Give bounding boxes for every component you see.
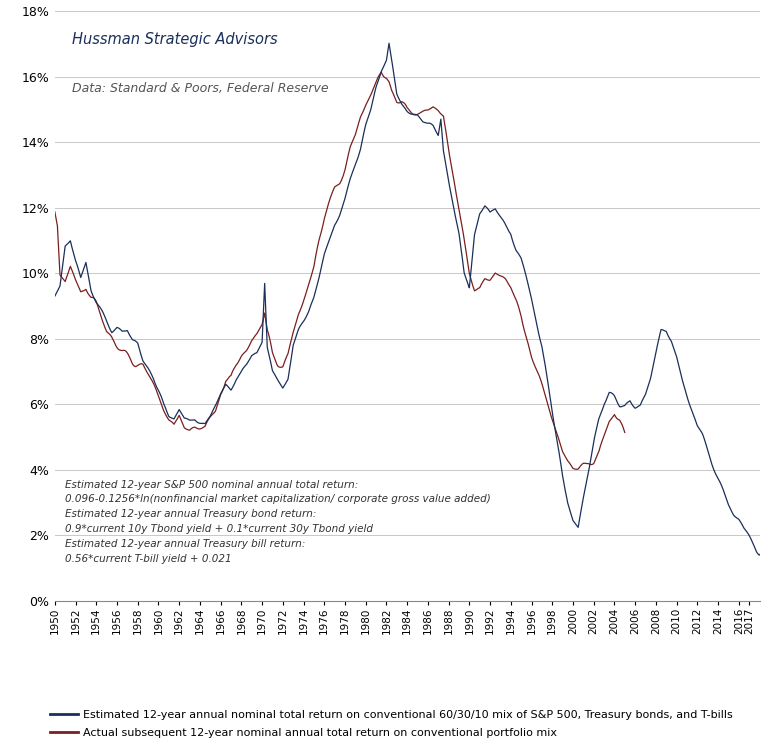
Estimated 12-year annual nominal total return on conventional 60/30/10 mix of S&P 500, Treasury bonds, and T-bills [467,257,477,266]
Text: Data: Standard & Poors, Federal Reserve: Data: Standard & Poors, Federal Reserve [73,82,329,95]
Actual subsequent 12-year nominal annual total return on conventional portfolio mix [325,196,334,205]
Actual subsequent 12-year nominal annual total return on conventional portfolio mix [572,465,581,474]
Text: Estimated 12-year S&P 500 nominal annual total return:
0.096-0.1256*ln(nonfinanc: Estimated 12-year S&P 500 nominal annual… [65,480,491,563]
Estimated 12-year annual nominal total return on conventional 60/30/10 mix of S&P 500, Treasury bonds, and T-bills [756,550,765,559]
Estimated 12-year annual nominal total return on conventional 60/30/10 mix of S&P 500, Treasury bonds, and T-bills [749,542,759,551]
Actual subsequent 12-year nominal annual total return on conventional portfolio mix [531,363,540,372]
Line: Estimated 12-year annual nominal total return on conventional 60/30/10 mix of S&P 500, Treasury bonds, and T-bills: Estimated 12-year annual nominal total r… [55,44,760,555]
Actual subsequent 12-year nominal annual total return on conventional portfolio mix [377,68,386,77]
Legend: Estimated 12-year annual nominal total return on conventional 60/30/10 mix of S&: Estimated 12-year annual nominal total r… [47,707,736,742]
Text: Hussman Strategic Advisors: Hussman Strategic Advisors [73,32,278,47]
Actual subsequent 12-year nominal annual total return on conventional portfolio mix [620,428,630,437]
Actual subsequent 12-year nominal annual total return on conventional portfolio mix [211,407,220,416]
Estimated 12-year annual nominal total return on conventional 60/30/10 mix of S&P 500, Treasury bonds, and T-bills [334,215,343,224]
Estimated 12-year annual nominal total return on conventional 60/30/10 mix of S&P 500, Treasury bonds, and T-bills [523,279,532,288]
Estimated 12-year annual nominal total return on conventional 60/30/10 mix of S&P 500, Treasury bonds, and T-bills [480,201,489,210]
Estimated 12-year annual nominal total return on conventional 60/30/10 mix of S&P 500, Treasury bonds, and T-bills [525,283,534,292]
Estimated 12-year annual nominal total return on conventional 60/30/10 mix of S&P 500, Treasury bonds, and T-bills [755,550,764,559]
Actual subsequent 12-year nominal annual total return on conventional portfolio mix [204,413,214,422]
Actual subsequent 12-year nominal annual total return on conventional portfolio mix [419,107,428,116]
Actual subsequent 12-year nominal annual total return on conventional portfolio mix [50,207,60,216]
Estimated 12-year annual nominal total return on conventional 60/30/10 mix of S&P 500, Treasury bonds, and T-bills [50,291,60,300]
Line: Actual subsequent 12-year nominal annual total return on conventional portfolio mix: Actual subsequent 12-year nominal annual… [55,72,625,469]
Actual subsequent 12-year nominal annual total return on conventional portfolio mix [126,355,135,364]
Estimated 12-year annual nominal total return on conventional 60/30/10 mix of S&P 500, Treasury bonds, and T-bills [384,39,394,48]
